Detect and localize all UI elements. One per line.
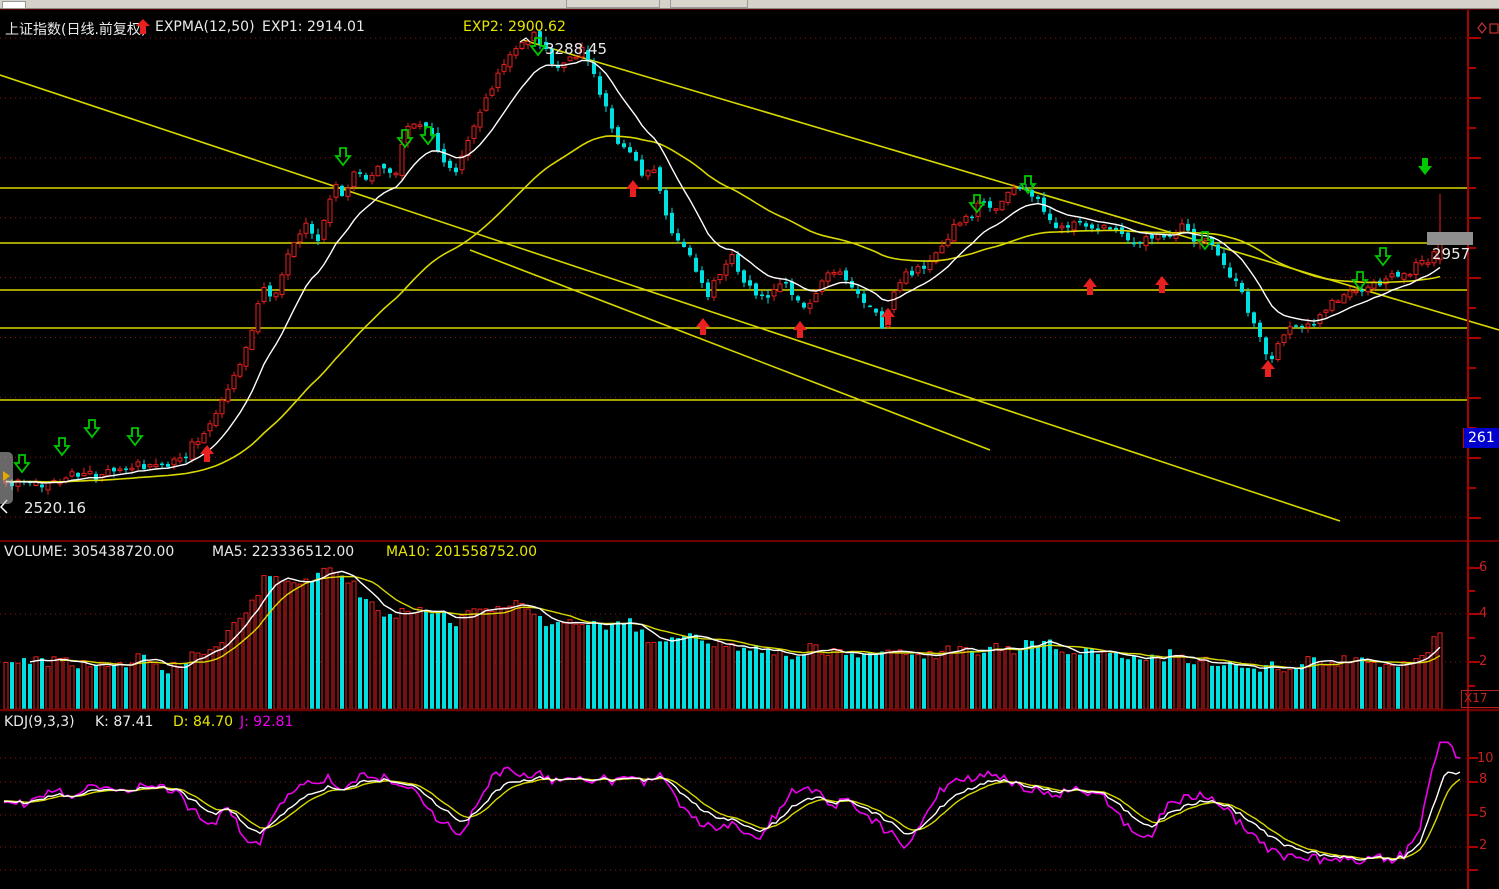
peak-price-label: 3288.45 [545,40,608,58]
diamond-icon[interactable] [1477,22,1499,35]
kdj-indicator-name: KDJ(9,3,3) [4,714,75,730]
volume-ma10-value: MA10: 201558752.00 [386,544,538,560]
kdj-axis-tick: 2 [1479,838,1488,853]
toolbar-button-left[interactable] [566,0,660,8]
kdj-k-value: K: 87.41 [95,714,154,730]
last-price-label: 2957 [1432,245,1471,263]
expand-arrow-icon [3,471,10,481]
kdj-axis-tick: 10 [1477,751,1494,766]
volume-axis-tick: 6 [1479,560,1488,575]
right-axis-blue-price-tag: 261 [1463,428,1499,448]
volume-scale-label: X17 [1461,690,1499,708]
up-arrow-icon [136,19,150,34]
kdj-d-value: D: 84.70 [173,714,234,730]
chart-title: 上证指数(日线.前复权) [5,22,147,38]
volume-value: VOLUME: 305438720.00 [4,544,175,560]
exp2-value: EXP2: 2900.62 [463,19,566,35]
indicator-name: EXPMA(12,50) [155,19,255,35]
volume-axis-tick: 4 [1479,606,1488,621]
kdj-axis-tick: 8 [1479,772,1488,787]
toolbar-button-right[interactable] [670,0,748,8]
toolbar-input-box[interactable] [2,1,26,9]
volume-axis-tick: 2 [1479,654,1488,669]
volume-ma5-value: MA5: 223336512.00 [212,544,355,560]
top-toolbar[interactable] [0,0,1499,9]
kdj-j-value: J: 92.81 [240,714,294,730]
side-panel-handle[interactable] [0,452,13,504]
pane-top-separator [0,8,1499,10]
low-price-label: 2520.16 [24,499,87,517]
price-marker-box [1427,232,1473,245]
exp1-value: EXP1: 2914.01 [262,19,365,35]
kdj-axis-tick: 5 [1479,806,1488,821]
